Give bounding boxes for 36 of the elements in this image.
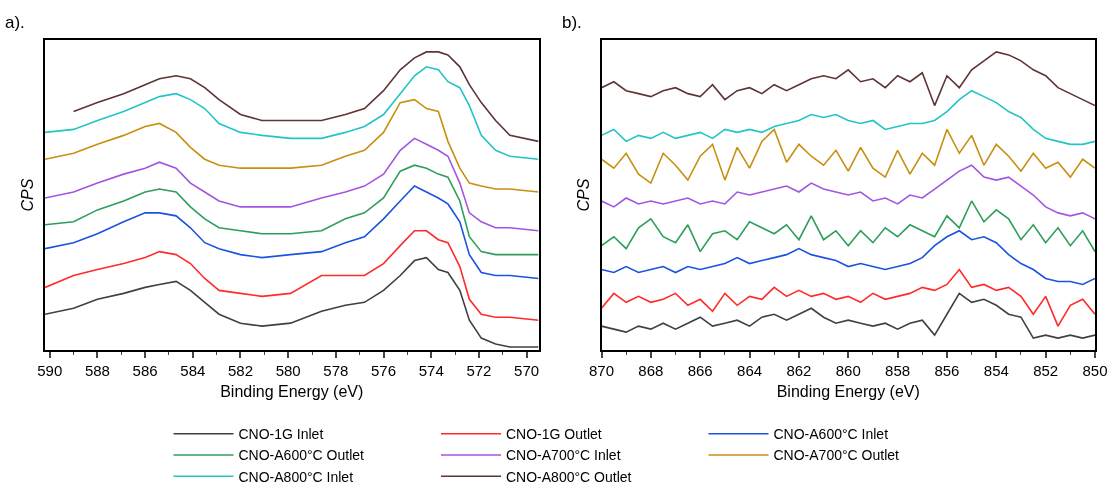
x-tick-label: 586 [132,361,158,379]
x-tick-label: 580 [275,361,301,379]
x-tick-label: 582 [227,361,254,379]
x-tick-label: 854 [983,361,1009,379]
x-tick-label: 860 [835,361,861,379]
x-tick-label: 868 [638,361,664,379]
x-axis-title: Binding Energy (eV) [220,382,364,400]
x-tick-label: 862 [786,361,812,379]
x-tick-label: 864 [737,361,763,379]
legend-label: CNO-1G Inlet [238,426,324,443]
chart-title: b). [562,13,582,32]
legend-label: CNO-A600°C Inlet [773,426,889,443]
x-tick-label: 572 [466,361,492,379]
chart-title: a). [5,13,25,32]
x-tick-label: 870 [588,361,615,379]
legend-label: CNO-1G Outlet [506,426,602,443]
x-tick-label: 588 [84,361,110,379]
legend-label: CNO-A800°C Outlet [506,468,632,485]
legend-label: CNO-A600°C Outlet [238,447,365,464]
y-axis-title: CPS [18,178,36,212]
x-tick-label: 858 [885,361,911,379]
legend-label: CNO-A700°C Outlet [773,447,900,464]
x-tick-label: 576 [371,361,397,379]
x-tick-label: 570 [514,361,540,379]
x-tick-label: 850 [1082,361,1108,379]
y-axis-title: CPS [575,178,593,212]
x-tick-label: 578 [323,361,349,379]
legend-label: CNO-A700°C Inlet [506,447,621,464]
x-axis-title: Binding Energy (eV) [776,382,920,400]
x-tick-label: 856 [934,361,960,379]
legend-label: CNO-A800°C Inlet [238,468,354,485]
x-tick-label: 866 [687,361,713,379]
x-tick-label: 574 [418,361,444,379]
x-tick-label: 584 [180,361,206,379]
x-tick-label: 852 [1033,361,1059,379]
x-tick-label: 590 [37,361,63,379]
